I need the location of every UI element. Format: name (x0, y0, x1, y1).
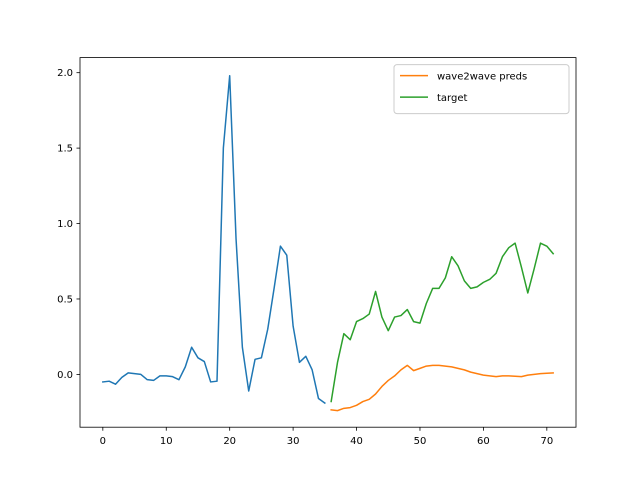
axis-ticks: 0 10 20 30 40 50 60 70 0.0 0.5 1.0 1.5 2.0 (57, 68, 553, 447)
legend-label: target (437, 93, 467, 104)
y-tick-label: 1.5 (57, 144, 73, 155)
x-tick-label: 50 (414, 436, 427, 447)
y-tick-label: 0.0 (57, 370, 73, 381)
x-tick-label: 30 (287, 436, 300, 447)
x-tick-label: 0 (100, 436, 106, 447)
x-tick-label: 60 (477, 436, 490, 447)
y-tick-label: 0.5 (57, 294, 73, 305)
legend: wave2wave preds target (393, 64, 570, 115)
series-line-history (101, 74, 326, 405)
x-tick-label: 70 (540, 436, 553, 447)
legend-box (393, 64, 570, 115)
y-tick-label: 1.0 (57, 219, 73, 230)
series-line-target (330, 242, 555, 403)
series-line-wave2wave-preds (330, 364, 554, 412)
x-tick-label: 10 (160, 436, 173, 447)
x-tick-label: 40 (350, 436, 363, 447)
legend-label: wave2wave preds (437, 72, 527, 83)
plot-series (101, 74, 555, 412)
plot-frame (79, 57, 577, 428)
x-tick-label: 20 (223, 436, 236, 447)
y-tick-label: 2.0 (57, 68, 73, 79)
